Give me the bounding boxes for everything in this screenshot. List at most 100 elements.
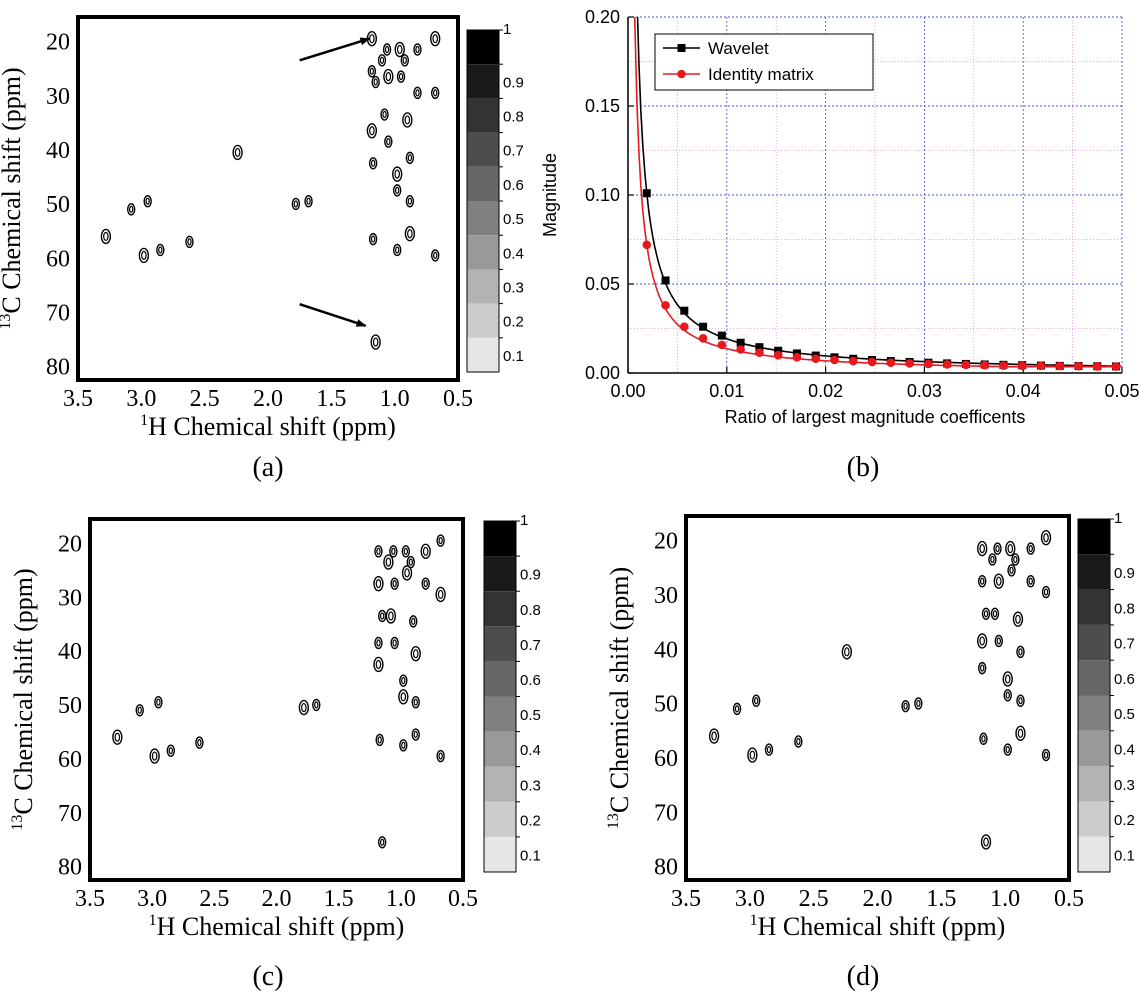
peak-contour-outer (976, 633, 988, 649)
peak (398, 689, 409, 705)
peak-contour-inner (401, 741, 406, 749)
peak-contour-inner (407, 197, 413, 205)
peak (195, 736, 204, 749)
x-axis-label: 1H Chemical shift (ppm) (149, 912, 405, 941)
peak (1011, 553, 1020, 566)
y-axis-label: 13C Chemical shift (ppm) (0, 67, 26, 329)
y-axis-label-text: C Chemical shift (ppm) (0, 67, 26, 313)
data-point (830, 355, 839, 365)
colorbar-segment (467, 166, 499, 201)
peak-contour-inner (415, 89, 420, 97)
peak (100, 228, 112, 245)
peak-contour-outer (708, 728, 720, 744)
x-tick-label: 1.0 (386, 886, 416, 912)
legend-item: Wavelet (663, 39, 769, 58)
data-point (905, 359, 914, 368)
y-tick-label: 60 (58, 747, 82, 773)
peak (185, 235, 194, 249)
peak-contour-outer (1011, 553, 1020, 566)
peak-contour-inner (392, 580, 397, 588)
plot-frame (684, 514, 1071, 882)
peak-contour-inner (1007, 543, 1014, 554)
peak (298, 699, 310, 716)
peak-contour-outer (914, 697, 923, 710)
y-tick-label: 80 (654, 855, 678, 881)
y-tick-label: 40 (58, 639, 82, 665)
peak-contour-inner (1043, 588, 1049, 596)
peak-contour-outer (374, 545, 383, 558)
peak-contour-inner (979, 664, 985, 672)
peak (981, 607, 991, 620)
x-tick-label: 1.0 (990, 886, 1020, 912)
peak-contour-outer (1041, 748, 1051, 762)
data-point (999, 361, 1008, 370)
peak-contour-outer (383, 68, 394, 85)
peak (143, 195, 152, 208)
peak-contour-inner (1005, 746, 1010, 754)
y-axis-label: Magnitude (540, 153, 560, 237)
peak (392, 166, 403, 182)
colorbar-segment (467, 30, 499, 65)
y-tick-label: 30 (58, 585, 82, 611)
colorbar-segment (467, 235, 499, 270)
peak-contour-outer (990, 607, 1000, 620)
peak (304, 195, 313, 208)
peak-contour-outer (1026, 542, 1035, 555)
colorbar-segment (1078, 624, 1110, 661)
peak-contour-outer (1016, 694, 1025, 707)
peak-contour-outer (993, 542, 1002, 555)
y-tick-label: 0.10 (585, 185, 620, 205)
peak-contour-outer (764, 743, 774, 756)
peak-contour-inner (734, 705, 740, 713)
peak-contour-inner (306, 197, 311, 205)
peak-contour-outer (421, 577, 430, 590)
peak (394, 41, 405, 58)
peak-contour-outer (373, 656, 384, 673)
peak (396, 70, 406, 83)
peak-contour-outer (291, 197, 301, 211)
data-point (680, 306, 689, 315)
peak-contour-inner (1028, 577, 1033, 585)
peak-contour-outer (405, 151, 415, 165)
x-tick-label: 2.0 (253, 386, 283, 412)
peak-contour-inner (395, 246, 400, 254)
colorbar-tick-label: 0.1 (503, 348, 524, 365)
peak-contour-inner (981, 735, 986, 743)
peak-contour-inner (385, 71, 392, 82)
peak-contour-inner (996, 637, 1001, 645)
peak (401, 545, 411, 558)
panel-label: (b) (847, 452, 880, 483)
peak-contour-inner (137, 706, 142, 714)
peak-contour-outer (411, 695, 420, 709)
peak-contour-inner (151, 751, 158, 761)
peak-contour-inner (1015, 614, 1021, 624)
data-point (1036, 361, 1046, 371)
peak-contour-outer (380, 108, 389, 121)
peak-contour-inner (197, 739, 202, 747)
peak-contour-outer (1003, 743, 1012, 756)
x-tick-label: 0.05 (1104, 381, 1139, 401)
x-axis-label-text: H Chemical shift (ppm) (148, 412, 396, 441)
peak-contour-inner (1004, 674, 1011, 684)
x-tick-label: 3.5 (75, 886, 105, 912)
y-tick-label: 0.00 (585, 363, 620, 383)
peak-contour-inner (411, 617, 416, 625)
colorbar-segment (484, 591, 516, 627)
peak-contour-inner (314, 701, 319, 709)
y-tick-label: 60 (654, 746, 678, 772)
peak (436, 749, 445, 763)
peak-contour-inner (432, 34, 439, 44)
peak (156, 243, 165, 257)
peak-contour-inner (369, 67, 375, 75)
peak-contour-inner (1005, 691, 1010, 699)
data-point (867, 357, 877, 367)
peak-contour-outer (988, 553, 997, 566)
peak-contour-outer (126, 203, 136, 216)
peak (112, 729, 123, 745)
peak-contour-outer (374, 636, 383, 650)
peak-contour-inner (187, 238, 192, 246)
peak (232, 144, 243, 161)
line-panel-b: 0.00 0.01 0.02 0.03 0.04 0.05 0.00 0.05 0.10 0.15… (540, 7, 1140, 483)
